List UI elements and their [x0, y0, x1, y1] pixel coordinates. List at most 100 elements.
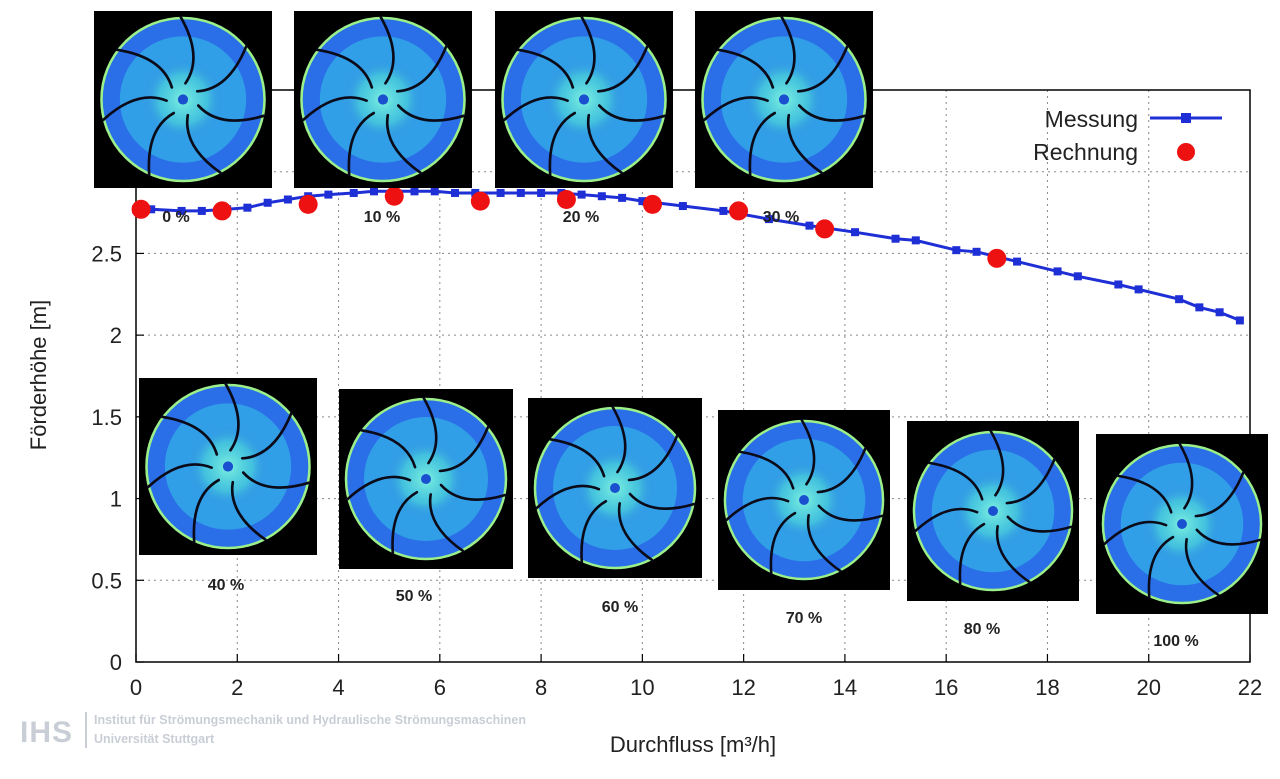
- point-rechnung: [384, 186, 404, 206]
- point-messung: [243, 203, 252, 212]
- x-tick-label: 0: [130, 675, 142, 700]
- point-messung: [638, 197, 647, 206]
- x-tick-label: 8: [535, 675, 547, 700]
- point-rechnung: [212, 201, 232, 221]
- point-messung: [349, 188, 358, 197]
- y-tick-label: 2.5: [91, 241, 122, 266]
- impeller-image: [907, 421, 1079, 601]
- impeller-label: 30 %: [763, 209, 799, 226]
- point-messung: [1073, 272, 1082, 281]
- point-messung: [952, 246, 961, 255]
- legend-label-rechnung: Rechnung: [1033, 139, 1138, 165]
- x-tick-label: 22: [1238, 675, 1262, 700]
- x-tick-label: 2: [231, 675, 243, 700]
- legend-marker-messung: [1181, 113, 1191, 123]
- y-tick-label: 1: [110, 487, 122, 512]
- impeller-flow-field: [701, 15, 867, 183]
- impeller-flow-field: [912, 429, 1074, 592]
- impeller-flow-field: [1101, 442, 1263, 605]
- ihs-logo-text: IHS: [20, 716, 73, 749]
- impeller-label: 40 %: [208, 577, 244, 594]
- point-rechnung: [815, 219, 835, 239]
- impeller-label: 20 %: [563, 209, 599, 226]
- point-messung: [283, 195, 292, 204]
- x-axis-ticks: 0 2 4 6 8 10 12 14 16 18 20 22: [130, 654, 1262, 700]
- point-messung: [537, 188, 546, 197]
- point-messung: [430, 187, 439, 196]
- point-messung: [851, 228, 860, 237]
- data-series: [131, 186, 1244, 325]
- point-messung: [1013, 257, 1022, 266]
- impeller-flow-field: [723, 418, 885, 581]
- point-rechnung: [556, 189, 576, 209]
- x-axis-label: Durchfluss [m³/h]: [610, 732, 776, 757]
- institute-name: Institut für Strömungsmechanik und Hydra…: [94, 713, 526, 727]
- x-tick-label: 6: [434, 675, 446, 700]
- ihs-logo: IHS Institut für Strömungsmechanik und H…: [20, 712, 526, 749]
- impeller-flow-field: [501, 15, 667, 183]
- point-messung: [1215, 308, 1224, 317]
- impeller-image: [294, 11, 472, 188]
- impeller-image: [1096, 434, 1268, 614]
- point-messung: [618, 193, 627, 202]
- impeller-label: 0 %: [162, 209, 190, 226]
- point-rechnung: [987, 248, 1007, 268]
- point-messung: [324, 190, 333, 199]
- point-messung: [891, 234, 900, 243]
- impeller-image: [94, 11, 272, 188]
- y-tick-label: 1.5: [91, 405, 122, 430]
- impeller-label: 10 %: [364, 209, 400, 226]
- university-name: Universität Stuttgart: [94, 732, 215, 746]
- impeller-image: [695, 11, 873, 188]
- impeller-image: [339, 389, 513, 569]
- point-messung: [805, 221, 814, 230]
- impeller-flow-field: [344, 396, 508, 561]
- x-tick-label: 10: [630, 675, 654, 700]
- impeller-label: 60 %: [602, 599, 638, 616]
- y-axis-label: Förderhöhe [m]: [26, 300, 51, 450]
- impeller-flow-field: [100, 15, 266, 183]
- y-tick-label: 0.5: [91, 568, 122, 593]
- point-messung: [1195, 303, 1204, 312]
- point-rechnung: [729, 201, 749, 221]
- point-messung: [577, 190, 586, 199]
- impeller-flow-field: [300, 15, 466, 183]
- point-messung: [516, 188, 525, 197]
- impeller-image: [528, 398, 702, 578]
- impeller-label: 50 %: [396, 588, 432, 605]
- x-tick-label: 16: [934, 675, 958, 700]
- point-rechnung: [642, 194, 662, 214]
- point-messung: [1114, 280, 1123, 289]
- impeller-image: [495, 11, 673, 188]
- point-messung: [719, 206, 728, 215]
- point-messung: [1175, 295, 1184, 304]
- point-messung: [911, 236, 920, 245]
- impeller-image: [718, 410, 890, 590]
- impeller-label: 100 %: [1153, 633, 1198, 650]
- point-messung: [764, 215, 773, 224]
- point-messung: [597, 192, 606, 201]
- point-messung: [496, 188, 505, 197]
- legend-label-messung: Messung: [1045, 106, 1138, 132]
- point-messung: [451, 188, 460, 197]
- y-tick-label: 2: [110, 323, 122, 348]
- x-tick-label: 18: [1035, 675, 1059, 700]
- point-messung: [147, 205, 156, 214]
- plot-frame: [135, 89, 1251, 663]
- point-messung: [177, 206, 186, 215]
- x-tick-label: 12: [731, 675, 755, 700]
- point-messung: [1134, 285, 1143, 294]
- point-messung: [410, 187, 419, 196]
- point-rechnung: [470, 191, 490, 211]
- y-axis-ticks: 00.511.522.53: [91, 160, 144, 675]
- impeller-image: [139, 378, 317, 555]
- x-tick-label: 20: [1136, 675, 1160, 700]
- point-rechnung: [131, 199, 151, 219]
- y-tick-label: 0: [110, 650, 122, 675]
- point-messung: [1235, 316, 1244, 325]
- x-tick-label: 4: [332, 675, 344, 700]
- impeller-images: 0 % 10 % 20 % 30 % 40 % 50 % 60 % 70 % 80 % 100 %: [94, 11, 1268, 650]
- point-messung: [972, 247, 981, 256]
- point-messung: [263, 198, 272, 207]
